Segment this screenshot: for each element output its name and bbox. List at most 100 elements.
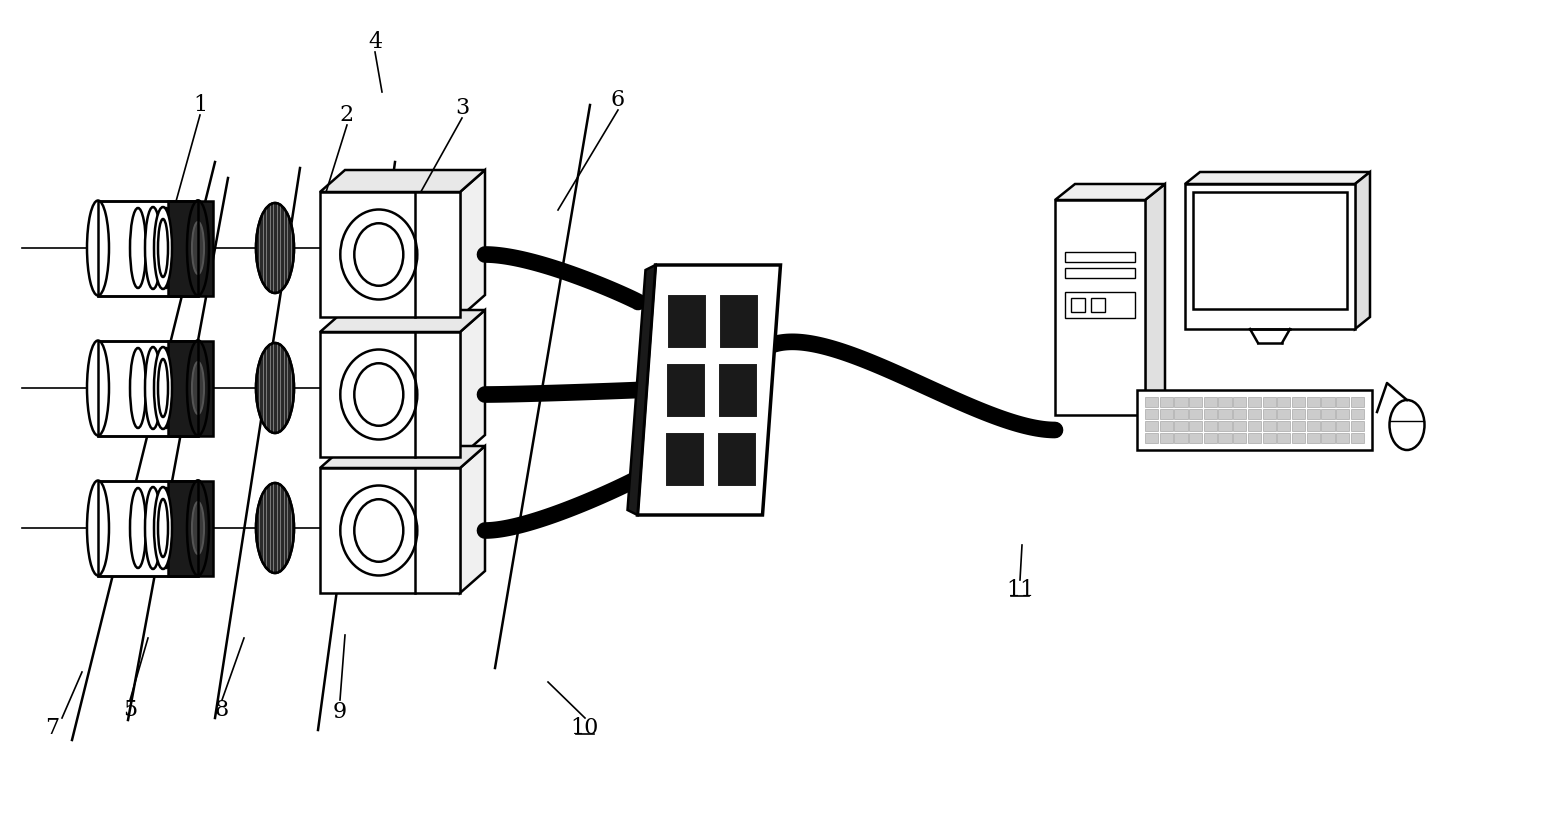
Bar xyxy=(1144,397,1158,407)
Ellipse shape xyxy=(256,343,295,433)
Bar xyxy=(1322,409,1335,419)
Ellipse shape xyxy=(129,488,147,568)
Bar xyxy=(717,432,756,486)
Ellipse shape xyxy=(256,483,295,573)
Text: 8: 8 xyxy=(215,699,229,721)
Polygon shape xyxy=(320,170,485,192)
Polygon shape xyxy=(1144,184,1165,415)
Bar xyxy=(1263,432,1275,443)
Bar xyxy=(667,294,708,348)
Ellipse shape xyxy=(129,208,147,288)
Text: 1: 1 xyxy=(193,94,207,116)
Ellipse shape xyxy=(256,203,295,293)
Ellipse shape xyxy=(187,201,209,295)
Ellipse shape xyxy=(145,207,161,289)
Bar xyxy=(1306,421,1320,431)
Bar xyxy=(1233,409,1246,419)
Ellipse shape xyxy=(187,481,209,575)
Bar xyxy=(1137,390,1372,450)
Bar xyxy=(1247,409,1261,419)
Bar xyxy=(1204,409,1218,419)
Ellipse shape xyxy=(192,222,204,274)
Ellipse shape xyxy=(1389,400,1425,450)
Bar xyxy=(1071,298,1085,312)
Bar xyxy=(1144,432,1158,443)
Bar xyxy=(1190,409,1202,419)
Bar xyxy=(1174,409,1188,419)
Bar xyxy=(1292,432,1305,443)
Bar xyxy=(320,468,460,593)
Bar xyxy=(1144,409,1158,419)
Bar xyxy=(1350,432,1364,443)
Bar xyxy=(98,201,198,295)
Ellipse shape xyxy=(157,208,175,288)
Bar xyxy=(664,432,705,486)
Bar xyxy=(1336,432,1349,443)
Bar xyxy=(98,481,198,575)
Bar xyxy=(1204,397,1218,407)
Bar xyxy=(1204,421,1218,431)
Text: 4: 4 xyxy=(368,31,382,53)
Bar xyxy=(1065,268,1135,278)
Text: 5: 5 xyxy=(123,699,137,721)
Bar xyxy=(1350,421,1364,431)
Bar xyxy=(1336,421,1349,431)
Bar xyxy=(1174,421,1188,431)
Ellipse shape xyxy=(340,486,418,575)
Bar xyxy=(168,481,214,575)
Bar xyxy=(1065,292,1135,318)
Bar xyxy=(1322,421,1335,431)
Ellipse shape xyxy=(87,340,109,436)
Polygon shape xyxy=(460,446,485,593)
Bar xyxy=(1160,409,1172,419)
Ellipse shape xyxy=(192,502,204,554)
Bar xyxy=(98,201,198,295)
Polygon shape xyxy=(320,446,485,468)
Bar xyxy=(1322,432,1335,443)
Bar xyxy=(1306,432,1320,443)
Bar xyxy=(1160,432,1172,443)
Polygon shape xyxy=(320,310,485,332)
Ellipse shape xyxy=(192,361,204,415)
Bar xyxy=(1185,184,1355,329)
Bar xyxy=(1247,432,1261,443)
Bar xyxy=(1144,421,1158,431)
Polygon shape xyxy=(460,170,485,317)
Ellipse shape xyxy=(129,348,147,428)
Bar xyxy=(1263,409,1275,419)
Bar xyxy=(720,294,759,348)
Polygon shape xyxy=(638,265,781,515)
Bar xyxy=(1350,409,1364,419)
Polygon shape xyxy=(628,265,655,515)
Text: 9: 9 xyxy=(334,701,348,723)
Bar xyxy=(1277,421,1291,431)
Bar xyxy=(1065,252,1135,262)
Bar xyxy=(1219,421,1232,431)
Bar xyxy=(1204,432,1218,443)
Ellipse shape xyxy=(87,201,109,295)
Bar xyxy=(1160,397,1172,407)
Bar xyxy=(1193,192,1347,309)
Bar xyxy=(1174,397,1188,407)
Ellipse shape xyxy=(145,487,161,569)
Bar xyxy=(1336,409,1349,419)
Bar xyxy=(1247,397,1261,407)
Polygon shape xyxy=(460,310,485,457)
Bar xyxy=(1277,409,1291,419)
Bar xyxy=(1091,298,1105,312)
Text: 7: 7 xyxy=(45,717,59,739)
Text: 3: 3 xyxy=(455,97,469,119)
Bar xyxy=(1350,397,1364,407)
Ellipse shape xyxy=(187,340,209,436)
Bar xyxy=(1292,397,1305,407)
Ellipse shape xyxy=(154,347,171,429)
Bar xyxy=(1190,432,1202,443)
Text: 10: 10 xyxy=(571,717,599,739)
Text: 6: 6 xyxy=(611,89,625,111)
Bar xyxy=(1336,397,1349,407)
Text: 11: 11 xyxy=(1006,579,1034,601)
Bar xyxy=(1190,421,1202,431)
Bar xyxy=(98,340,198,436)
Polygon shape xyxy=(1355,172,1370,329)
Bar xyxy=(1263,421,1275,431)
